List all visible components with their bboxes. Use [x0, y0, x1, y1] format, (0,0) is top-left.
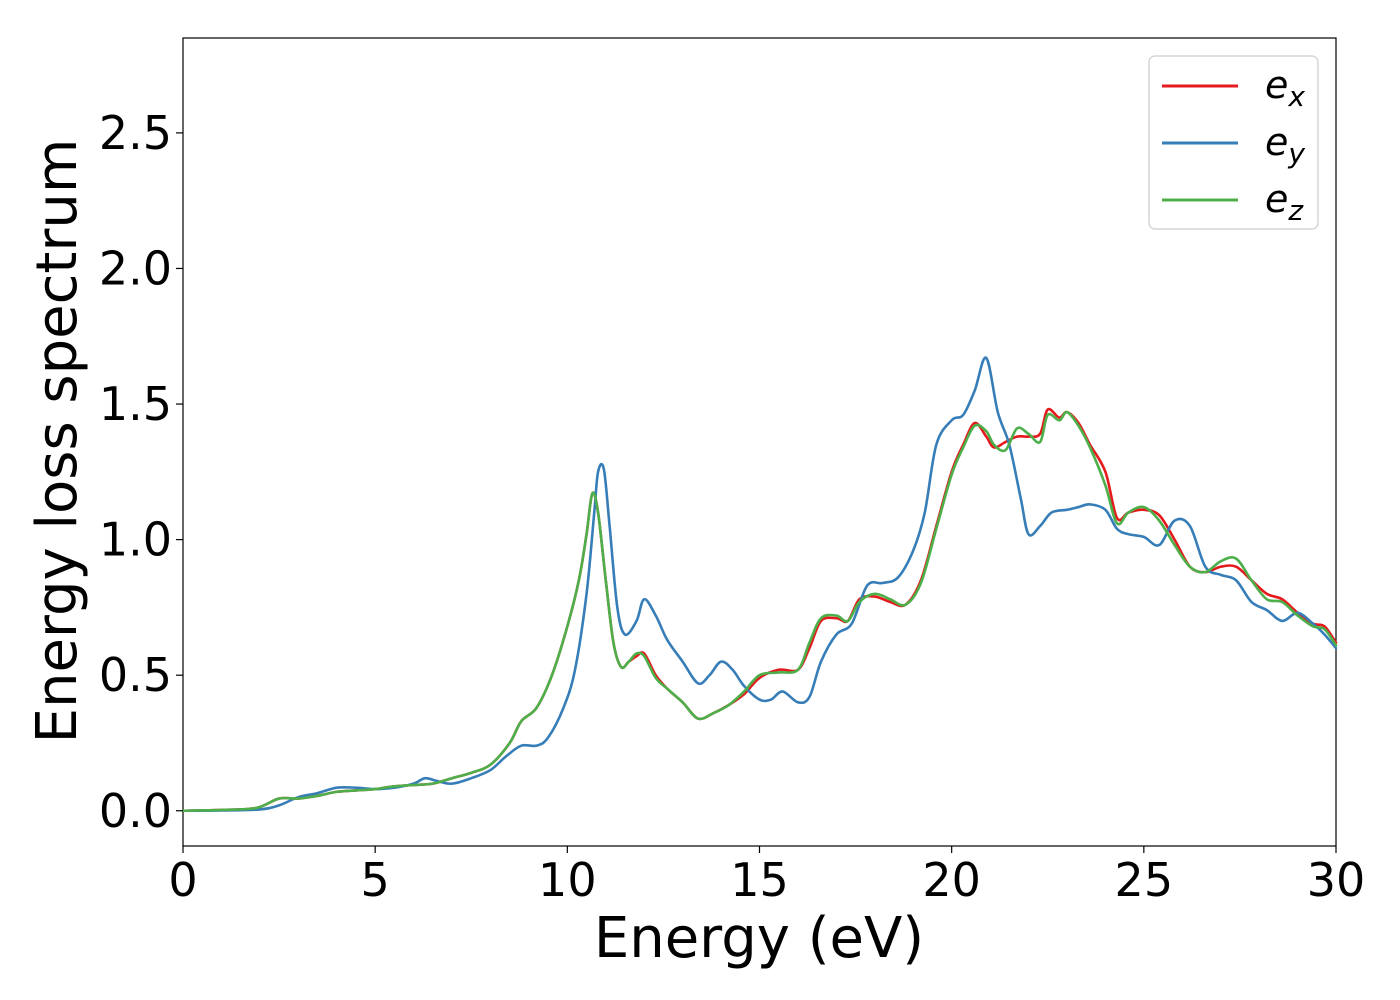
series-line-ez — [181, 410, 1338, 813]
y-tick-label: 2.0 — [99, 241, 172, 295]
y-axis-ticks: 0.0 0.5 1.0 1.5 2.0 2.5 — [99, 106, 183, 838]
x-tick-label: 0 — [168, 853, 197, 907]
y-axis-title: Energy loss spectrum — [25, 139, 90, 744]
x-tick-label: 25 — [1115, 853, 1174, 907]
legend: ex ey ez — [1148, 55, 1319, 230]
plot-area — [182, 37, 1337, 847]
legend-label-ez: ez — [1265, 177, 1304, 227]
x-tick-label: 15 — [730, 853, 789, 907]
y-tick-label: 1.0 — [99, 513, 172, 567]
series-layer — [181, 356, 1338, 813]
x-axis-title: Energy (eV) — [594, 906, 924, 971]
legend-label-ey: ey — [1265, 120, 1305, 170]
x-tick-label: 10 — [538, 853, 597, 907]
series-line-ey — [181, 356, 1338, 813]
x-axis-ticks: 0 5 10 15 20 25 30 — [168, 846, 1365, 907]
x-tick-label: 30 — [1307, 853, 1366, 907]
y-tick-label: 0.5 — [99, 648, 172, 702]
y-tick-label: 1.5 — [99, 377, 172, 431]
x-tick-label: 5 — [361, 853, 390, 907]
y-tick-label: 0.0 — [99, 784, 172, 838]
x-tick-label: 20 — [922, 853, 981, 907]
y-tick-label: 2.5 — [99, 106, 172, 160]
legend-label-ex: ex — [1265, 63, 1305, 113]
